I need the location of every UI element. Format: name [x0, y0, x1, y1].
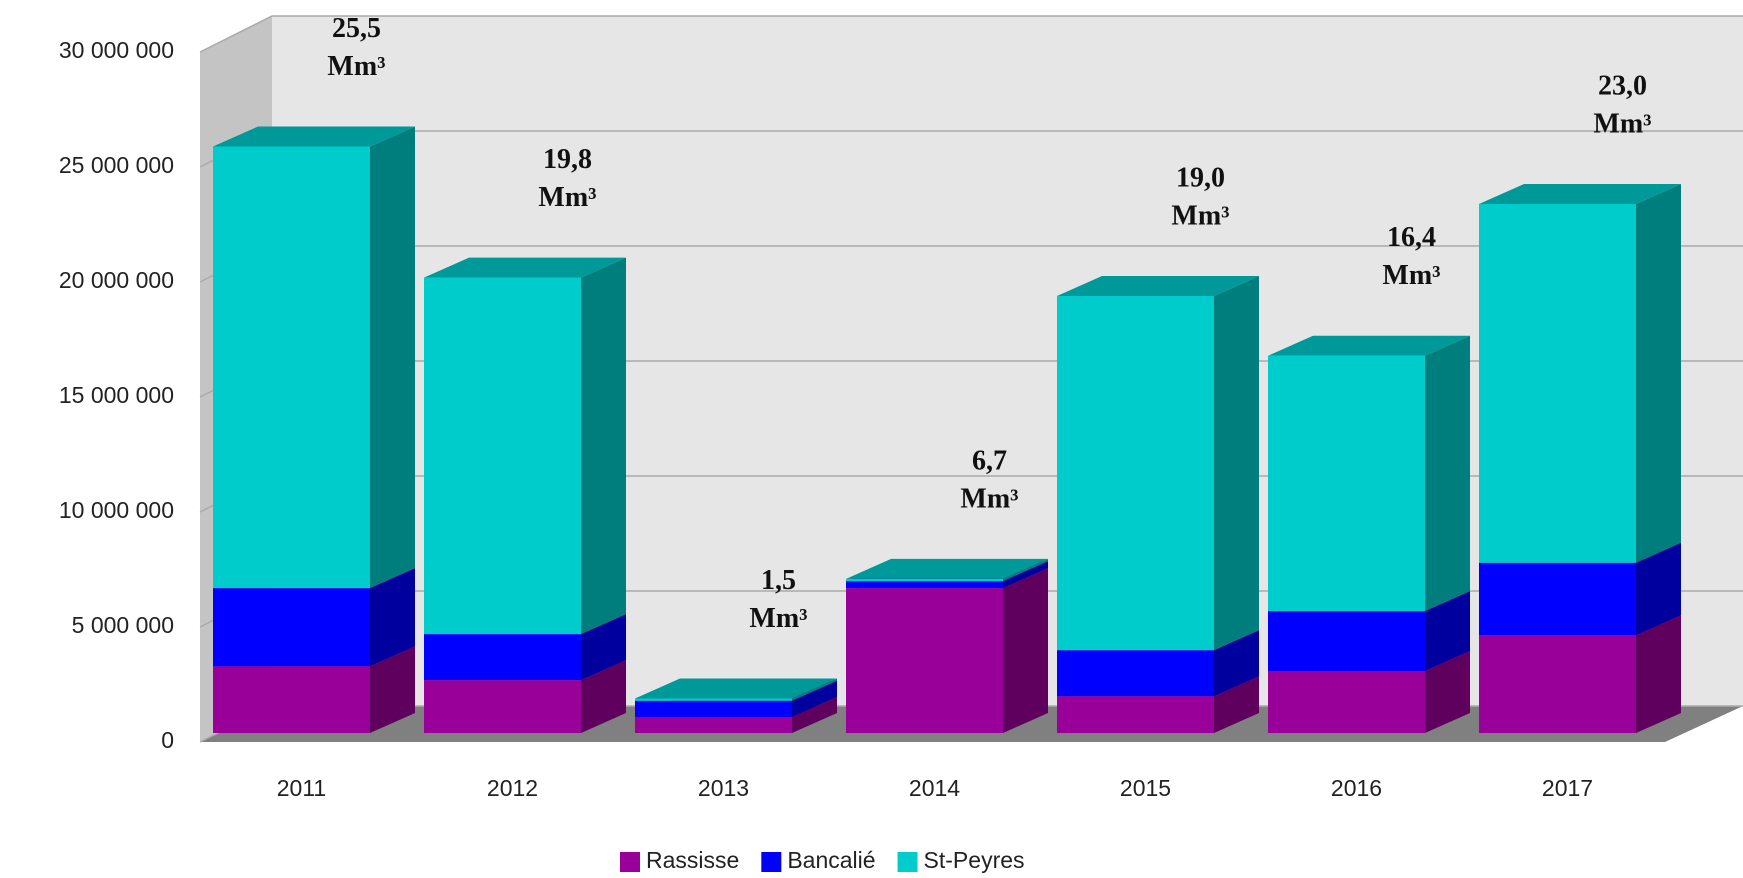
total-unit: Mm³ — [538, 182, 596, 213]
bar-side — [1636, 542, 1681, 636]
bar-top — [213, 126, 415, 147]
bar-top — [1057, 276, 1259, 296]
bar-side — [1214, 630, 1259, 697]
bar-front — [213, 666, 370, 733]
bar-front — [846, 581, 1003, 589]
bar-side — [581, 614, 626, 681]
legend-label: St-Peyres — [924, 847, 1025, 873]
total-label: 23,0 — [1598, 70, 1647, 101]
bar-side — [792, 678, 837, 701]
bar-side — [1003, 561, 1048, 589]
bar-side — [370, 568, 415, 667]
legend-swatch — [761, 852, 782, 872]
bar-side — [1003, 558, 1048, 582]
bar-side — [370, 646, 415, 733]
bar-side — [1003, 568, 1048, 733]
bar-top — [424, 257, 626, 278]
total-unit: Mm³ — [1382, 260, 1440, 291]
legend-swatch — [620, 852, 640, 872]
bar-side — [1636, 615, 1681, 733]
y-tick-label: 20 000 000 — [59, 267, 174, 293]
x-tick-label: 2012 — [487, 775, 538, 801]
total-unit: Mm³ — [327, 51, 385, 82]
x-tick-label: 2015 — [1120, 775, 1171, 801]
bar-front — [1057, 296, 1214, 651]
bar-front — [424, 277, 581, 635]
legend-swatch — [897, 852, 918, 872]
bar-side — [1425, 650, 1470, 733]
bar-side — [792, 696, 837, 733]
bar-front — [635, 698, 792, 701]
total-label: 16,4 — [1387, 222, 1436, 253]
total-unit: Mm³ — [749, 603, 807, 634]
x-tick-label: 2011 — [277, 775, 326, 801]
x-tick-label: 2014 — [909, 775, 960, 801]
y-tick-label: 15 000 000 — [59, 382, 174, 408]
bar-side — [581, 257, 626, 635]
bar-front — [1479, 562, 1636, 636]
bar-top — [635, 678, 837, 699]
x-tick-label: 2017 — [1542, 775, 1593, 801]
bar-front — [424, 634, 581, 681]
bar-front — [1479, 204, 1636, 563]
bar-side — [581, 660, 626, 733]
bar-front — [846, 588, 1003, 733]
y-tick-label: 5 000 000 — [72, 612, 174, 638]
bar-side — [1425, 591, 1470, 671]
bar-side — [1214, 676, 1259, 733]
legend-label: Rassisse — [646, 847, 739, 873]
bar-side — [1636, 184, 1681, 563]
bar-side — [792, 680, 837, 717]
bar-top — [1268, 335, 1470, 356]
total-unit: Mm³ — [1171, 200, 1229, 231]
bar-front — [1268, 670, 1425, 733]
y-tick-label: 10 000 000 — [59, 497, 174, 523]
total-unit: Mm³ — [1593, 108, 1651, 139]
x-tick-label: 2016 — [1331, 775, 1382, 801]
bar-front — [635, 700, 792, 717]
bar-front — [635, 716, 792, 733]
total-label: 1,5 — [761, 565, 796, 596]
legend-label: Bancalié — [787, 847, 875, 873]
total-label: 25,5 — [332, 13, 381, 44]
bar-front — [1268, 611, 1425, 671]
y-tick-label: 0 — [161, 727, 174, 753]
bar-front — [1057, 696, 1214, 733]
bar-front — [213, 588, 370, 667]
total-label: 19,0 — [1176, 162, 1225, 193]
grid-line — [199, 15, 1743, 53]
x-tick-label: 2013 — [698, 775, 749, 801]
y-tick-label: 25 000 000 — [59, 152, 174, 178]
bar-side — [370, 126, 415, 589]
bar-front — [213, 146, 370, 589]
bar-front — [1057, 650, 1214, 697]
bar-front — [1268, 355, 1425, 612]
y-tick-label: 30 000 000 — [59, 37, 174, 63]
bar-front — [1479, 635, 1636, 733]
total-unit: Mm³ — [960, 483, 1018, 514]
bar-side — [1214, 276, 1259, 651]
total-label: 19,8 — [543, 144, 592, 175]
bar-side — [1425, 335, 1470, 612]
bar-front — [846, 578, 1003, 582]
bar-top — [1479, 184, 1681, 204]
total-label: 6,7 — [972, 445, 1007, 476]
bar-top — [846, 558, 1048, 579]
bar-front — [424, 680, 581, 733]
